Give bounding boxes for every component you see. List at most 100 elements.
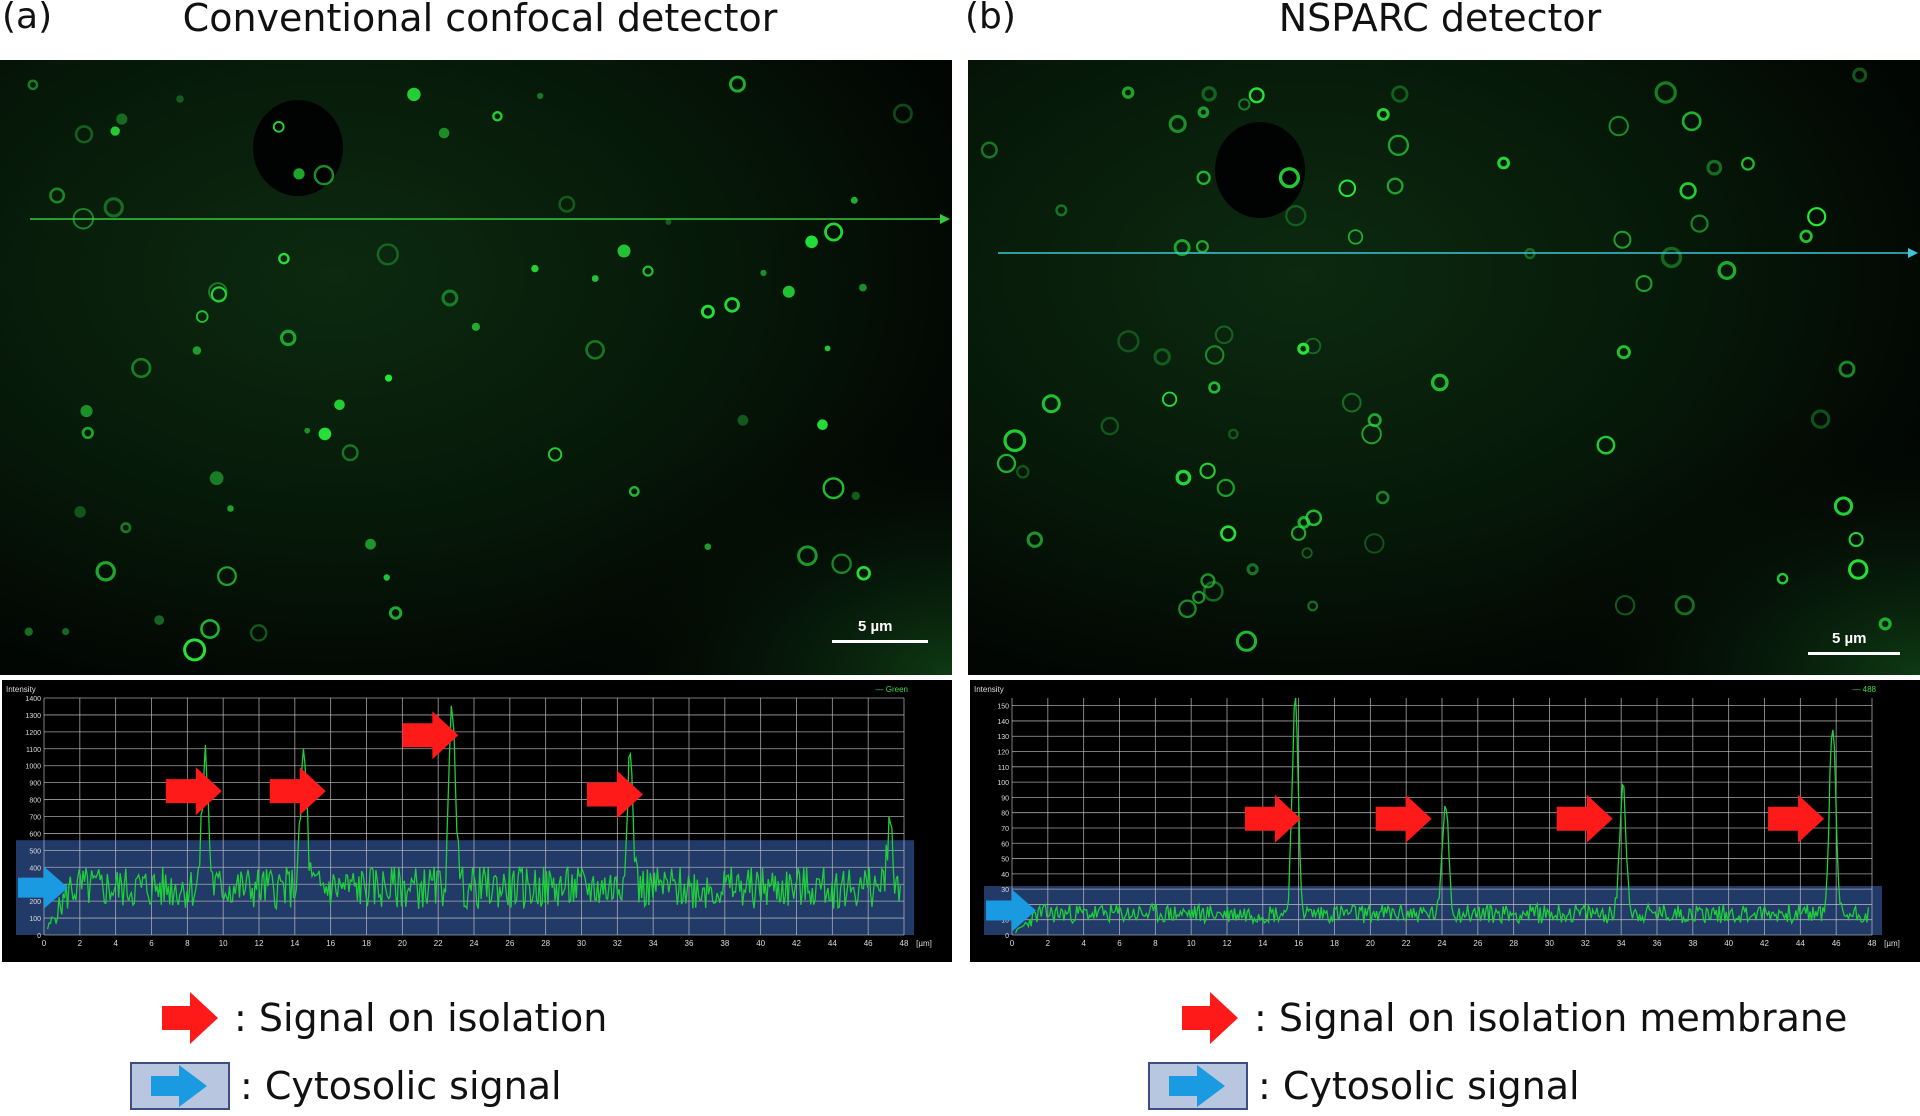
x-tick-label: 4	[113, 939, 118, 948]
autophagosome-puncta	[1178, 599, 1197, 619]
x-tick-label: 38	[720, 939, 729, 948]
autophagosome-puncta	[1197, 106, 1210, 119]
x-tick-label: 6	[1117, 939, 1122, 948]
autophagosome-puncta	[209, 471, 224, 486]
autophagosome-puncta	[279, 329, 297, 347]
autophagosome-puncta	[591, 275, 599, 282]
autophagosome-puncta	[1248, 87, 1265, 104]
autophagosome-puncta	[1201, 86, 1217, 102]
autophagosome-puncta	[131, 357, 152, 379]
autophagosome-puncta	[154, 615, 165, 625]
autophagosome-puncta	[1375, 490, 1390, 505]
micrograph-nsparc-image	[968, 60, 1920, 675]
autophagosome-puncta	[1776, 572, 1789, 585]
autophagosome-puncta	[856, 565, 871, 581]
autophagosome-puncta	[1173, 239, 1191, 257]
autophagosome-puncta	[704, 543, 712, 550]
x-tick-label: 2	[1046, 939, 1051, 948]
series-legend: — Green	[876, 685, 908, 694]
autophagosome-puncta	[831, 553, 852, 574]
autophagosome-puncta	[1391, 85, 1409, 103]
y-tick-label: 600	[29, 831, 41, 838]
autophagosome-puncta	[183, 638, 207, 662]
autophagosome-puncta	[176, 95, 184, 103]
autophagosome-puncta	[388, 606, 403, 620]
x-tick-label: 20	[1366, 939, 1375, 948]
y-tick-label: 40	[1001, 872, 1009, 879]
autophagosome-puncta	[1196, 170, 1211, 185]
autophagosome-puncta	[341, 444, 359, 462]
x-tick-label: 18	[1330, 939, 1339, 948]
autophagosome-puncta	[27, 79, 39, 91]
autophagosome-puncta	[49, 187, 66, 204]
red-arrow-icon	[162, 992, 218, 1044]
autophagosome-puncta	[1616, 345, 1631, 360]
x-tick-label: 34	[1617, 939, 1626, 948]
y-tick-label: 120	[997, 750, 1009, 757]
autophagosome-puncta	[407, 87, 421, 102]
autophagosome-puncta	[1195, 240, 1209, 254]
legend-isolation-text: : Signal on isolation membrane	[1254, 996, 1848, 1040]
autophagosome-puncta	[249, 624, 268, 642]
scale-bar	[1808, 652, 1900, 655]
y-tick-label: 900	[29, 781, 41, 788]
autophagosome-puncta	[1614, 595, 1636, 616]
autophagosome-puncta	[1285, 205, 1307, 227]
micrograph-confocal: 5 µm	[0, 60, 952, 675]
autophagosome-puncta	[724, 297, 740, 313]
x-tick-label: 24	[470, 939, 479, 948]
autophagosome-puncta	[208, 282, 228, 302]
autophagosome-puncta	[272, 120, 285, 133]
autophagosome-puncta	[1055, 204, 1068, 217]
autophagosome-puncta	[74, 506, 86, 518]
autophagosome-puncta	[547, 447, 563, 462]
autophagosome-puncta	[1227, 428, 1239, 440]
y-tick-label: 80	[1001, 811, 1009, 818]
autophagosome-puncta	[1674, 595, 1695, 616]
y-tick-label: 700	[29, 815, 41, 822]
autophagosome-puncta	[1202, 580, 1224, 602]
x-tick-label: 36	[685, 939, 694, 948]
y-tick-label: 100	[997, 780, 1009, 787]
autophagosome-puncta	[438, 127, 450, 139]
autophagosome-puncta	[851, 491, 860, 501]
autophagosome-puncta	[1613, 230, 1632, 249]
x-tick-label: 10	[219, 939, 228, 948]
x-tick-label: 24	[1438, 939, 1447, 948]
x-unit-label: [µm]	[1884, 939, 1900, 948]
blue-arrow-icon	[18, 866, 68, 909]
autophagosome-puncta	[1679, 182, 1697, 200]
autophagosome-puncta	[1199, 462, 1216, 479]
x-tick-label: 12	[255, 939, 264, 948]
panel-b-title: NSPARC detector	[1278, 0, 1602, 40]
autophagosome-puncta	[1497, 156, 1510, 170]
micrograph-background	[968, 60, 1920, 675]
y-tick-label: 1200	[25, 730, 41, 737]
autophagosome-puncta	[1430, 373, 1449, 392]
autophagosome-puncta	[1741, 156, 1755, 171]
x-tick-label: 42	[1760, 939, 1769, 948]
x-tick-label: 42	[792, 939, 801, 948]
y-tick-label: 1100	[26, 747, 41, 754]
autophagosome-puncta	[80, 405, 93, 418]
x-tick-label: 28	[541, 939, 550, 948]
autophagosome-puncta	[318, 427, 332, 441]
autophagosome-puncta	[665, 218, 672, 225]
x-tick-label: 6	[149, 939, 154, 948]
autophagosome-puncta	[1168, 114, 1187, 134]
blue-arrow-icon	[986, 889, 1036, 932]
autophagosome-puncta	[1162, 391, 1178, 407]
y-tick-label: 150	[997, 704, 1009, 711]
autophagosome-puncta	[1386, 177, 1404, 195]
autophagosome-puncta	[1848, 531, 1864, 548]
autophagosome-puncta	[1041, 394, 1061, 414]
y-tick-label: 1300	[25, 713, 41, 720]
y-tick-label: 100	[29, 916, 41, 923]
autophagosome-puncta	[1654, 81, 1677, 104]
autophagosome-puncta	[850, 196, 858, 204]
cytosolic-band-swatch	[1148, 1062, 1248, 1110]
y-tick-label: 110	[998, 765, 1009, 772]
intensity-profile-confocal: Intensity — Green 0 2 4 6 8 10 12 14 16 18 20 22 24 26 2…	[2, 680, 952, 962]
micrograph-confocal-image	[0, 60, 952, 675]
x-tick-label: 32	[1581, 939, 1590, 948]
